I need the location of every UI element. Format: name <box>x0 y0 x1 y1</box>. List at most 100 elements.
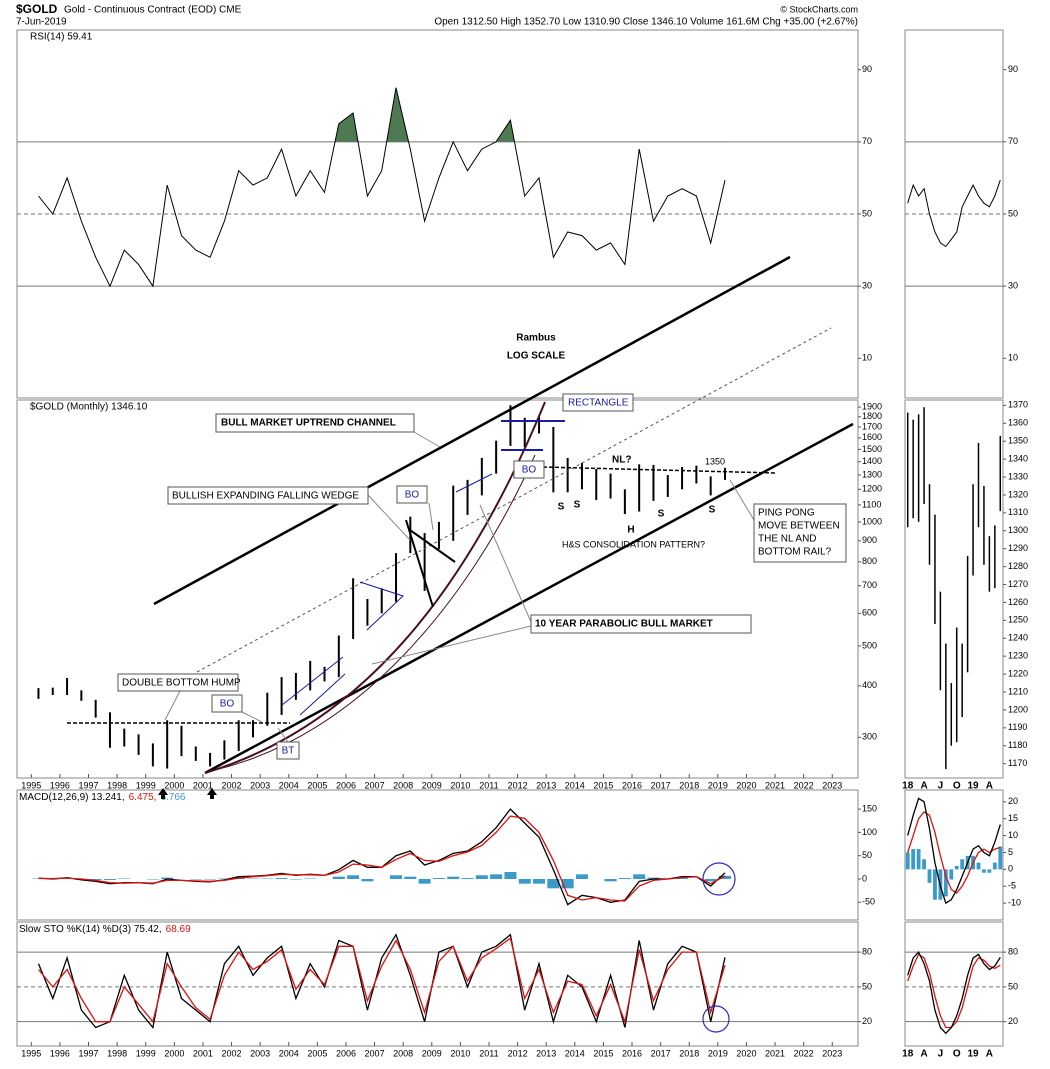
x-tick-label: 2004 <box>279 1048 299 1058</box>
y-tick-label: 1370 <box>1008 400 1028 410</box>
pointer <box>479 504 532 623</box>
annotation: Rambus <box>516 333 556 344</box>
y-tick-label: -5 <box>1008 881 1016 891</box>
panel-title: $GOLD (Monthly) 1346.10 <box>30 402 148 413</box>
x-tick-label: 2012 <box>508 1048 528 1058</box>
x-tick-label: 2006 <box>336 780 356 790</box>
histogram-bar <box>418 878 431 884</box>
x-tick-label: 2016 <box>622 1048 642 1058</box>
x-tick-label: 2005 <box>307 780 327 790</box>
pointer <box>371 625 532 665</box>
y-tick-label: 1330 <box>1008 471 1028 481</box>
y-tick-label: 30 <box>862 281 872 291</box>
x-tick-label: 2011 <box>479 780 498 790</box>
y-tick-label: 50 <box>862 850 872 860</box>
y-tick-label: 150 <box>862 803 877 813</box>
y-tick-label: 50 <box>1008 208 1018 218</box>
y-tick-label: 30 <box>1008 281 1018 291</box>
histogram-bar <box>533 878 546 884</box>
x-tick-label: 18 <box>902 1049 914 1060</box>
y-tick-label: 1500 <box>862 444 882 454</box>
histogram-bar <box>103 878 116 880</box>
x-tick-label: 19 <box>967 781 979 792</box>
line <box>907 797 1001 905</box>
x-tick-label: 2009 <box>422 780 442 790</box>
annotation: BO <box>522 465 537 476</box>
pointer <box>241 711 263 723</box>
panel-frame <box>16 789 859 921</box>
legend-entry: 6.766 <box>160 792 185 803</box>
y-tick-label: 1350 <box>1008 436 1028 446</box>
y-tick-label: -50 <box>862 897 875 907</box>
y-tick-label: 1240 <box>1008 633 1028 643</box>
annotation: S <box>558 502 565 513</box>
y-tick-label: 1230 <box>1008 651 1028 661</box>
histogram-bar <box>704 878 717 882</box>
y-tick-label: 70 <box>1008 136 1018 146</box>
y-tick-label: 800 <box>862 556 877 566</box>
x-tick-label: 1998 <box>107 780 127 790</box>
symbol: $GOLD <box>16 2 58 16</box>
line <box>37 933 726 1029</box>
histogram-bar <box>647 877 660 879</box>
annotation: NL? <box>612 455 631 466</box>
label-box <box>211 694 243 713</box>
y-tick-label: 90 <box>1008 64 1018 74</box>
label-box <box>753 503 847 563</box>
y-tick-label: 1200 <box>862 484 882 494</box>
y-tick-label: 500 <box>862 640 877 650</box>
y-tick-label: -10 <box>1008 897 1021 907</box>
line <box>37 937 726 1025</box>
histogram-bar <box>987 869 992 873</box>
histogram-bar <box>518 878 531 884</box>
y-tick-label: 300 <box>862 732 877 742</box>
histogram-bar <box>718 875 731 879</box>
label-box <box>396 485 428 504</box>
x-tick-label: 2017 <box>651 780 671 790</box>
x-tick-label: A <box>986 781 993 792</box>
y-tick-label: 1300 <box>1008 525 1028 535</box>
lower-channel <box>204 422 854 775</box>
annotation: BO <box>220 699 235 710</box>
y-tick-label: 80 <box>862 947 872 957</box>
x-tick-label: 2021 <box>765 780 785 790</box>
histogram-bar <box>633 874 646 879</box>
y-tick-label: 50 <box>1008 981 1018 991</box>
annotation: S <box>574 500 581 511</box>
histogram-bar <box>404 876 417 879</box>
histogram-bar <box>954 865 959 870</box>
histogram-bar <box>490 874 503 879</box>
x-tick-label: 2022 <box>794 1048 814 1058</box>
pointer <box>729 479 755 521</box>
x-tick-label: 2010 <box>450 780 470 790</box>
x-tick-label: 2003 <box>250 1048 270 1058</box>
x-tick-label: 2002 <box>222 1048 242 1058</box>
y-tick-label: 10 <box>1008 353 1018 363</box>
y-tick-label: 1190 <box>1008 722 1027 732</box>
x-tick-label: 2019 <box>708 780 728 790</box>
histogram-bar <box>347 875 360 879</box>
panel-frame <box>16 399 859 779</box>
y-tick-label: 0 <box>862 873 867 883</box>
y-tick-label: 5 <box>1008 847 1013 857</box>
line <box>907 179 1001 248</box>
date: 7-Jun-2019 <box>16 17 67 28</box>
panel-title: RSI(14) 59.41 <box>30 32 93 43</box>
annotation: BO <box>405 490 420 501</box>
y-tick-label: 1400 <box>862 456 882 466</box>
y-tick-label: 1210 <box>1008 686 1028 696</box>
y-tick-label: 50 <box>862 981 872 991</box>
line <box>907 811 1001 894</box>
copyright: © StockCharts.com <box>780 4 858 14</box>
x-tick-label: 1999 <box>136 1048 156 1058</box>
histogram-bar <box>275 878 288 879</box>
label-box <box>215 413 415 433</box>
histogram-bar <box>461 878 474 879</box>
x-tick-label: 2021 <box>765 1048 785 1058</box>
annotation: THE NL AND <box>758 534 817 545</box>
upper-channel <box>153 255 791 606</box>
pointer <box>428 502 434 531</box>
y-tick-label: 50 <box>862 208 872 218</box>
highlight-circle <box>702 1005 730 1033</box>
legend: MACD(12,26,9) 13.241, 6.475, 6.766 <box>19 792 186 803</box>
